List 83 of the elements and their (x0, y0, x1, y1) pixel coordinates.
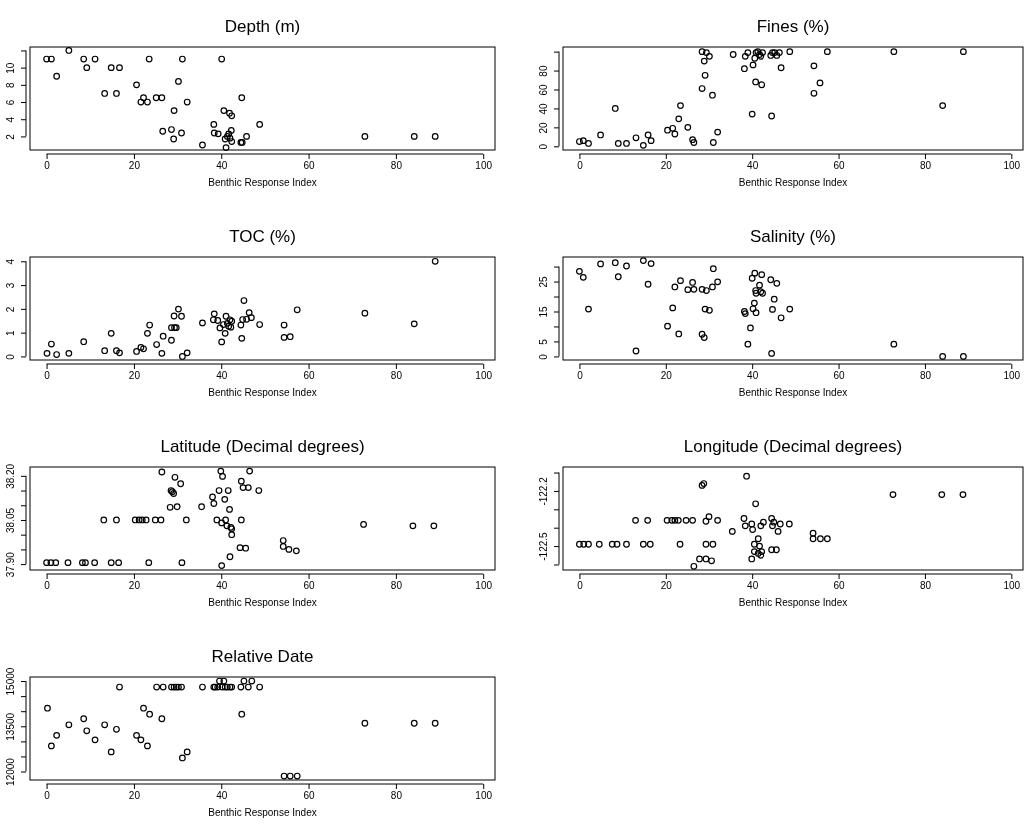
x-tick-label: 100 (475, 370, 493, 382)
x-tick-label: 20 (128, 790, 141, 802)
y-tick-label: 5 (538, 338, 549, 345)
x-tick-label: 40 (747, 160, 759, 172)
x-tick-label: 0 (577, 580, 584, 592)
x-tick-label: 40 (216, 580, 228, 592)
chart-title: Salinity (%) (750, 227, 836, 246)
x-axis-title: Benthic Response Index (738, 177, 848, 188)
x-tick-label: 0 (44, 580, 51, 592)
x-tick-label: 80 (390, 580, 403, 592)
y-tick-label: -122.5 (538, 531, 549, 561)
chart-title: Depth (m) (224, 17, 301, 36)
y-tick-label: 2 (5, 306, 16, 313)
y-tick-label: 0 (5, 353, 16, 360)
x-tick-label: 20 (128, 370, 141, 382)
x-tick-label: 20 (128, 580, 141, 592)
y-tick-label: 37.90 (5, 551, 16, 578)
x-tick-label: 100 (1003, 580, 1021, 592)
y-tick-label: 6 (5, 99, 16, 106)
x-tick-label: 80 (390, 790, 403, 802)
chart-title: Fines (%) (756, 17, 830, 36)
y-tick-label: 2 (5, 133, 16, 140)
x-axis-title: Benthic Response Index (738, 387, 848, 398)
y-tick-label: 20 (538, 121, 549, 134)
chart-title: Latitude (Decimal degrees) (160, 437, 365, 456)
x-axis-title: Benthic Response Index (208, 597, 317, 608)
x-tick-label: 80 (919, 160, 932, 172)
x-axis-title: Benthic Response Index (738, 597, 848, 608)
y-tick-label: 38.20 (5, 463, 16, 489)
x-tick-label: 40 (216, 370, 228, 382)
y-tick-label: 13500 (5, 712, 16, 741)
x-tick-label: 80 (919, 580, 932, 592)
x-tick-label: 100 (475, 160, 493, 172)
y-tick-label: 80 (538, 65, 549, 77)
x-tick-label: 40 (747, 580, 759, 592)
x-tick-label: 60 (303, 370, 316, 382)
x-tick-label: 0 (577, 160, 584, 172)
x-tick-label: 80 (390, 160, 403, 172)
x-tick-label: 60 (303, 580, 316, 592)
y-tick-label: 12000 (5, 757, 16, 786)
y-tick-label: 8 (5, 82, 16, 89)
x-tick-label: 40 (216, 790, 228, 802)
chart-title: Longitude (Decimal degrees) (683, 437, 903, 456)
chart-title: Relative Date (211, 647, 314, 666)
x-tick-label: 40 (216, 160, 228, 172)
y-tick-label: 0 (538, 143, 549, 150)
y-tick-label: 15 (538, 306, 549, 318)
y-tick-label: 40 (538, 102, 549, 115)
x-tick-label: 60 (303, 160, 316, 172)
y-tick-label: 4 (5, 258, 16, 265)
y-tick-label: 1 (5, 329, 16, 336)
x-tick-label: 100 (1003, 160, 1021, 172)
x-tick-label: 80 (919, 370, 932, 382)
x-tick-label: 40 (747, 370, 759, 382)
x-axis-title: Benthic Response Index (208, 177, 317, 188)
y-tick-label: 4 (5, 116, 16, 123)
x-axis-title: Benthic Response Index (208, 387, 317, 398)
x-tick-label: 20 (660, 160, 673, 172)
x-tick-label: 20 (660, 370, 673, 382)
x-tick-label: 100 (475, 790, 493, 802)
x-tick-label: 60 (833, 580, 846, 592)
x-tick-label: 0 (44, 370, 51, 382)
x-tick-label: 100 (475, 580, 493, 592)
y-tick-label: 38.05 (5, 507, 16, 533)
x-tick-label: 60 (833, 160, 846, 172)
y-tick-label: 15000 (5, 667, 16, 696)
y-tick-label: -122.2 (538, 476, 549, 506)
y-tick-label: 25 (538, 276, 549, 288)
y-tick-label: 3 (5, 282, 16, 289)
x-tick-label: 20 (128, 160, 141, 172)
chart-title: TOC (%) (229, 227, 296, 246)
x-tick-label: 0 (577, 370, 584, 382)
x-tick-label: 0 (44, 160, 51, 172)
x-tick-label: 0 (44, 790, 51, 802)
y-tick-label: 60 (538, 84, 549, 96)
x-tick-label: 100 (1003, 370, 1021, 382)
x-tick-label: 60 (833, 370, 846, 382)
x-tick-label: 80 (390, 370, 403, 382)
x-axis-title: Benthic Response Index (208, 807, 317, 818)
x-tick-label: 60 (303, 790, 316, 802)
y-tick-label: 10 (5, 62, 16, 74)
x-tick-label: 20 (660, 580, 673, 592)
y-tick-label: 0 (538, 353, 549, 360)
